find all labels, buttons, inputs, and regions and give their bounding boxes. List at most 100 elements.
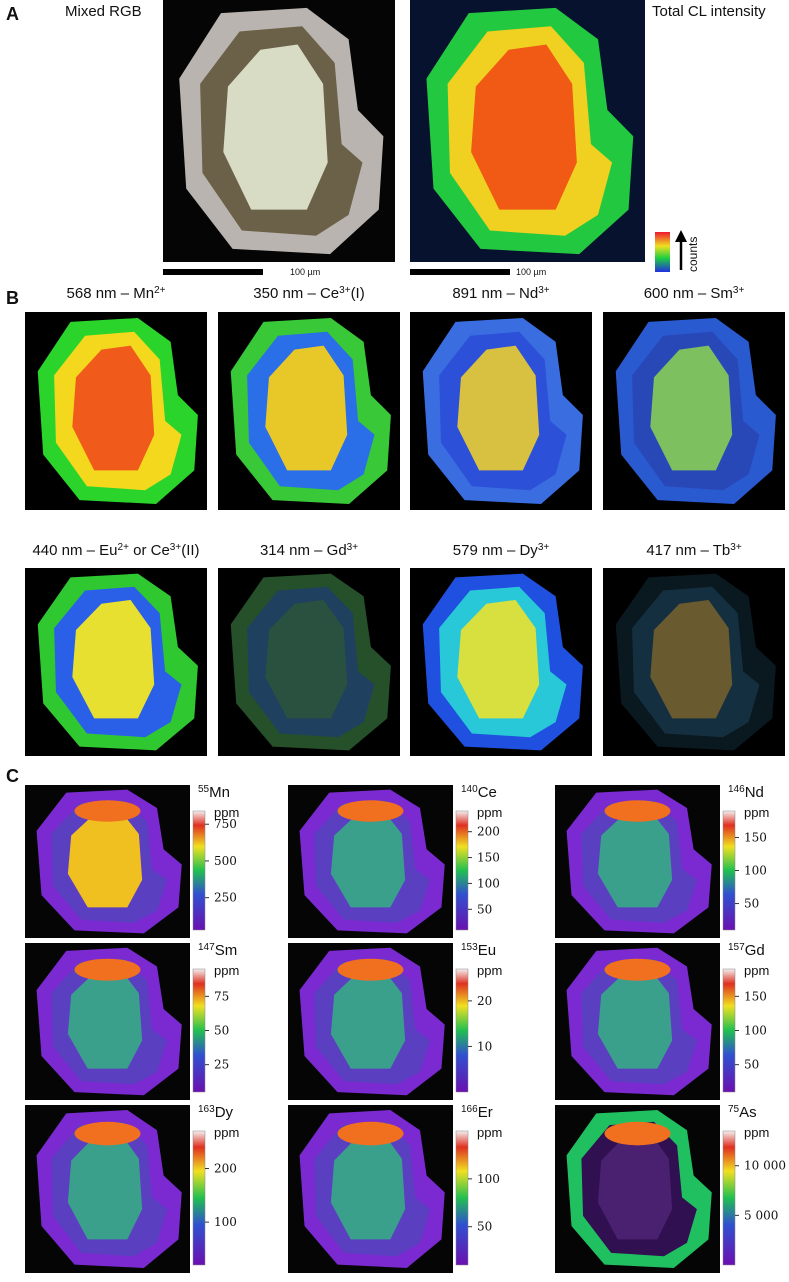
map-title: 350 nm – Ce3+(I) — [253, 285, 364, 303]
image-title: Mixed RGB — [65, 3, 142, 20]
colorbar-tick-label: 100 — [477, 876, 500, 890]
isotope-label: 140Ce — [461, 784, 497, 802]
map-image — [25, 568, 207, 756]
colorbar — [722, 810, 736, 931]
colorbar-tick-label: 150 — [477, 851, 500, 865]
title-superscript: 3+ — [538, 542, 550, 553]
map-image — [218, 568, 400, 756]
scale-bar-label: 100 µm — [290, 267, 320, 277]
grain-core — [650, 345, 733, 471]
title-text: 440 nm – Eu — [32, 542, 117, 559]
colorbar-tick-label: 10 000 — [744, 1159, 786, 1173]
map-image — [25, 785, 190, 938]
colorbar-label: counts — [686, 237, 700, 272]
grain-core — [67, 1133, 143, 1240]
map-image — [555, 943, 720, 1100]
isotope-label: 153Eu — [461, 942, 496, 960]
panel-label: A — [6, 4, 19, 24]
map-title: 314 nm – Gd3+ — [260, 542, 358, 560]
colorbar-tick-label: 250 — [214, 891, 237, 905]
isotope-element: Sm — [215, 942, 238, 959]
map-title: 891 nm – Nd3+ — [452, 285, 549, 303]
unit-label: ppm — [744, 963, 769, 978]
grain-cap — [604, 800, 671, 822]
isotope-label: 166Er — [461, 1104, 493, 1122]
grain-cap — [74, 958, 141, 981]
map-image — [25, 1105, 190, 1273]
unit-label: ppm — [477, 963, 502, 978]
colorbar — [722, 1130, 736, 1266]
isotope-label: 146Nd — [728, 784, 764, 802]
map-title: 568 nm – Mn2+ — [67, 285, 166, 303]
map-image — [603, 312, 785, 510]
grain-core — [72, 345, 155, 471]
isotope-label: 55Mn — [198, 784, 230, 802]
map-image — [603, 568, 785, 756]
title-superscript: 2+ — [154, 285, 166, 296]
unit-label: ppm — [214, 963, 239, 978]
colorbar-tick-label: 75 — [214, 989, 229, 1003]
unit-label: ppm — [744, 1125, 769, 1140]
title-superscript: 3+ — [733, 285, 745, 296]
grain-cap — [337, 1121, 404, 1146]
colorbar-tick-label: 100 — [744, 864, 767, 878]
colorbar-tick-label: 5 000 — [744, 1208, 778, 1222]
isotope-mass: 55 — [198, 784, 210, 795]
map-image — [163, 0, 395, 262]
colorbar-tick-label: 100 — [744, 1024, 767, 1038]
grain-cap — [337, 800, 404, 822]
colorbar-tick-label: 750 — [214, 817, 237, 831]
scale-bar — [163, 269, 263, 275]
map-image — [410, 0, 645, 262]
title-text: 579 nm – Dy — [453, 542, 539, 559]
isotope-mass: 146 — [728, 784, 745, 795]
grain-cap — [604, 958, 671, 981]
map-image — [218, 312, 400, 510]
isotope-element: Eu — [478, 942, 496, 959]
colorbar-tick-label: 10 — [477, 1039, 492, 1053]
title-superscript: 3+ — [170, 542, 182, 553]
image-panels — [25, 0, 785, 1273]
isotope-mass: 140 — [461, 784, 478, 795]
isotope-mass: 75 — [728, 1104, 740, 1115]
colorbar-tick-label: 50 — [744, 1058, 759, 1072]
isotope-element: As — [739, 1104, 757, 1121]
panel-label: C — [6, 766, 19, 786]
title-text: 600 nm – Sm — [644, 285, 733, 302]
title-text: (I) — [351, 285, 365, 302]
title-text: or Ce — [129, 542, 170, 559]
map-image — [25, 312, 207, 510]
title-text: (II) — [181, 542, 199, 559]
colorbar-tick-label: 500 — [214, 854, 237, 868]
grain-core — [330, 969, 406, 1069]
grain-cap — [604, 1121, 671, 1146]
grain-core — [72, 599, 155, 719]
grain-core — [597, 811, 673, 908]
colorbar-tick-label: 200 — [477, 825, 500, 839]
isotope-element: Ce — [478, 784, 497, 801]
unit-label: ppm — [214, 805, 239, 820]
colorbar — [722, 968, 736, 1093]
title-superscript: 3+ — [730, 542, 742, 553]
isotope-label: 157Gd — [728, 942, 765, 960]
map-title: 440 nm – Eu2+ or Ce3+(II) — [32, 542, 199, 560]
isotope-mass: 147 — [198, 942, 215, 953]
colorbar-tick-label: 50 — [477, 1220, 492, 1234]
title-superscript: 3+ — [538, 285, 550, 296]
grain-core — [597, 1133, 673, 1240]
map-image — [410, 312, 592, 510]
colorbar-tick-label: 50 — [744, 897, 759, 911]
map-image — [288, 1105, 453, 1273]
colorbar-tick-label: 50 — [214, 1024, 229, 1038]
title-superscript: 2+ — [118, 542, 130, 553]
arrow-head — [675, 230, 687, 242]
map-image — [410, 568, 592, 756]
map-title: 579 nm – Dy3+ — [453, 542, 550, 560]
grain-core — [265, 599, 348, 719]
title-text: 417 nm – Tb — [646, 542, 730, 559]
grain-core — [457, 345, 540, 471]
grain-core — [330, 811, 406, 908]
map-image — [555, 1105, 720, 1273]
image-title: Total CL intensity — [652, 3, 766, 20]
